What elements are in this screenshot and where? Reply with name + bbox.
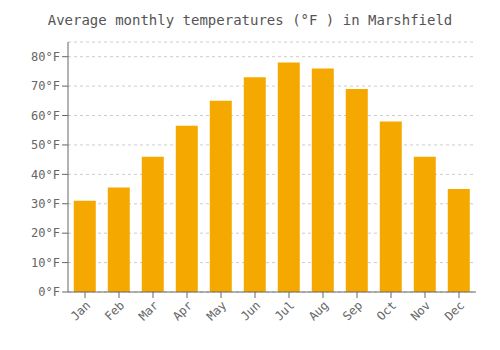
svg-text:Sep: Sep (340, 298, 365, 323)
svg-text:40°F: 40°F (31, 168, 60, 182)
svg-text:Nov: Nov (408, 298, 433, 323)
svg-text:Oct: Oct (374, 298, 399, 323)
svg-text:60°F: 60°F (31, 109, 60, 123)
svg-text:80°F: 80°F (31, 50, 60, 64)
svg-text:10°F: 10°F (31, 256, 60, 270)
svg-text:Jul: Jul (272, 298, 297, 323)
svg-text:70°F: 70°F (31, 79, 60, 93)
svg-text:50°F: 50°F (31, 138, 60, 152)
svg-text:Aug: Aug (306, 298, 331, 323)
html-text:Average monthly temperatures (: Average monthly temperatures (°F ) in Ma… (47, 12, 453, 28)
svg-text:May: May (204, 298, 229, 323)
svg-text:Feb: Feb (102, 298, 127, 323)
svg-text:Dec: Dec (442, 298, 467, 323)
svg-text:0°F: 0°F (38, 285, 60, 299)
svg-text:Jan: Jan (68, 298, 93, 323)
svg-text:Mar: Mar (136, 298, 161, 323)
svg-text:Jun: Jun (238, 298, 263, 323)
svg-text:30°F: 30°F (31, 197, 60, 211)
svg-text:20°F: 20°F (31, 226, 60, 240)
svg-text:Apr: Apr (170, 298, 195, 323)
